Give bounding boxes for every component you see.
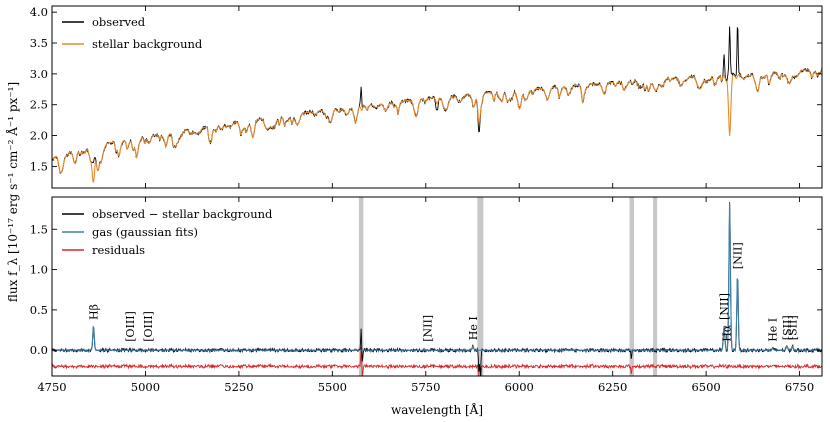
- top-y-axis: 1.5 2.0 2.5 3.0 3.5 4.0: [30, 5, 822, 173]
- top-legend: observed stellar background: [62, 15, 203, 51]
- bottom-axes-ticks: 0.0 0.5 1.0 1.5 4750 5000 5250 5500 5750 6000 6250…: [30, 197, 822, 394]
- top-ytick-label: 3.0: [30, 67, 48, 81]
- legend-observed-label: observed: [92, 15, 146, 29]
- stellar-background-line: [52, 69, 822, 183]
- line-label: [NII]: [718, 293, 731, 320]
- bottom-panel: 0.0 0.5 1.0 1.5 4750 5000 5250 5500 5750 6000 6250…: [30, 196, 823, 394]
- line-label: [OIII]: [142, 311, 155, 342]
- legend-gas-label: gas (gaussian fits): [92, 225, 198, 239]
- bottom-ytick-label: 1.0: [30, 263, 48, 277]
- line-annotations: Hβ [OIII] [OIII] [NII] He I[NII]Hα[NII]He I[…: [88, 242, 800, 342]
- top-ytick-label: 2.0: [30, 129, 48, 143]
- top-ytick-label: 2.5: [30, 98, 48, 112]
- legend-stellar-background-label: stellar background: [92, 37, 203, 51]
- line-label: [SII]: [781, 315, 794, 340]
- bottom-xtick-label: 5500: [318, 380, 347, 394]
- bottom-xtick-label: 4750: [37, 380, 66, 394]
- gas-fit-line: [52, 203, 822, 351]
- bottom-ytick-label: 0.0: [30, 343, 48, 357]
- line-label: He I: [767, 318, 780, 342]
- bottom-xtick-label: 6250: [598, 380, 627, 394]
- bottom-xtick-label: 6750: [785, 380, 814, 394]
- bottom-axes-frame: [51, 196, 823, 377]
- top-axes-frame: [51, 5, 823, 189]
- x-axis-label: wavelength [Å]: [391, 402, 483, 417]
- bottom-plot-area: [52, 202, 822, 376]
- line-label: [SII]: [787, 315, 800, 340]
- masked-region: [653, 197, 658, 376]
- bottom-xtick-label: 5750: [411, 380, 440, 394]
- bottom-ytick-label: 1.5: [30, 222, 48, 236]
- masked-region: [629, 197, 634, 376]
- masked-region: [358, 197, 364, 376]
- y-axis-label: flux f_λ [10⁻¹⁷ erg s⁻¹ cm⁻² Å⁻¹ px⁻¹]: [5, 82, 20, 302]
- top-panel: 1.5 2.0 2.5 3.0 3.5 4.0 observed stellar back…: [30, 5, 823, 189]
- line-label: Hβ: [88, 304, 101, 320]
- residuals-line: [52, 347, 822, 376]
- legend-residuals-label: residuals: [92, 243, 145, 257]
- top-ytick-label: 4.0: [30, 5, 48, 19]
- top-ytick-label: 3.5: [30, 36, 48, 50]
- bottom-xtick-label: 5000: [131, 380, 160, 394]
- bottom-xtick-label: 6500: [691, 380, 720, 394]
- bottom-legend: observed − stellar background gas (gauss…: [62, 207, 273, 257]
- top-x-ticks: [51, 6, 801, 188]
- line-label: [OIII]: [124, 311, 137, 342]
- legend-difference-label: observed − stellar background: [92, 207, 273, 221]
- masked-regions: [358, 197, 658, 376]
- bottom-ytick-label: 0.5: [30, 303, 48, 317]
- line-label: [NII]: [732, 242, 745, 269]
- line-label: He I: [467, 316, 480, 340]
- top-plot-area: [52, 26, 822, 183]
- masked-region: [477, 197, 484, 376]
- top-ytick-label: 1.5: [30, 159, 48, 173]
- line-label: Hα: [721, 324, 734, 342]
- bottom-xtick-label: 6000: [505, 380, 534, 394]
- bottom-xtick-label: 5250: [224, 380, 253, 394]
- line-label: [NII]: [422, 315, 435, 342]
